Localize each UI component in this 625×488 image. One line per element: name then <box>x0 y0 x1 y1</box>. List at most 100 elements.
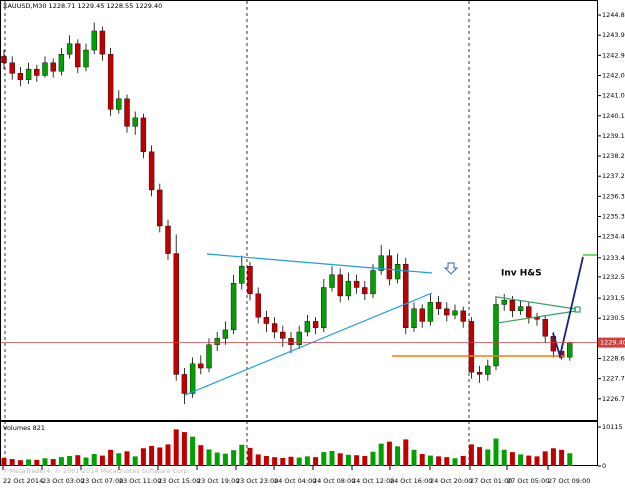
candle-body <box>386 255 393 280</box>
projection-arrow <box>552 256 584 360</box>
day-separators <box>4 1 470 465</box>
candle-body <box>501 300 507 305</box>
x-tick-label: 24 Oct 04:00 <box>274 477 316 485</box>
volume-bar <box>509 452 515 466</box>
x-tick-label: 24 Oct 16:00 <box>390 477 432 485</box>
candle-body <box>189 363 196 394</box>
volume-bar <box>427 455 433 466</box>
candle-body <box>173 253 179 375</box>
volume-bar <box>329 450 335 466</box>
volume-bar <box>460 455 466 466</box>
x-tick-label: 27 Oct 01:00 <box>470 477 512 485</box>
down-arrow-icon <box>443 262 459 275</box>
candle-body <box>165 225 171 254</box>
candle-body <box>403 263 409 328</box>
volume-bar <box>403 439 409 466</box>
candle-body <box>345 280 352 297</box>
candle-body <box>329 274 335 288</box>
volume-bar <box>362 455 368 466</box>
volume-bar <box>534 456 540 466</box>
candle-body <box>148 151 155 191</box>
volume-bar <box>485 449 491 466</box>
triangle-line <box>496 310 577 324</box>
candle-body <box>304 321 311 333</box>
y-tick-label: 1227.70 <box>602 375 625 383</box>
candle-body <box>181 374 188 394</box>
volume-bar <box>214 452 220 466</box>
volume-bar <box>181 432 187 466</box>
watermark: ©MetaTrader4, © 2001-2014 MetaQuotes Sof… <box>3 467 190 475</box>
x-tick-label: 27 Oct 05:00 <box>507 477 549 485</box>
volume-bar <box>526 455 532 466</box>
candle-body <box>50 62 56 72</box>
volume-bar <box>26 459 32 466</box>
y-tick-label: 1244.85 <box>602 11 625 19</box>
y-tick-label: 1230.55 <box>602 314 625 322</box>
y-tick-label: 1235.35 <box>602 212 625 220</box>
candle-body <box>255 293 261 318</box>
volume-bar <box>34 459 40 466</box>
volume-bar <box>370 451 376 466</box>
marks <box>1 22 573 466</box>
x-tick-label: 23 Oct 15:00 <box>158 477 200 485</box>
y-tick-label: 1231.50 <box>602 294 625 302</box>
candle-body <box>124 98 130 127</box>
volume-bar <box>75 455 81 466</box>
volume-bar <box>206 449 212 466</box>
volume-bar <box>321 452 327 466</box>
x-tick-label: 24 Oct 08:00 <box>313 477 355 485</box>
candle-body <box>526 306 532 318</box>
candle-body <box>99 30 106 55</box>
volume-bar <box>550 448 556 466</box>
y-tick-label: 1232.50 <box>602 273 625 281</box>
marker <box>574 306 581 313</box>
volume-bar <box>296 457 302 466</box>
y-tick-label: 1242.95 <box>602 51 625 59</box>
volume-bar <box>542 451 548 466</box>
candle-body <box>17 73 24 80</box>
volume-bar <box>337 453 343 466</box>
candle-body <box>271 323 278 333</box>
volume-bar <box>116 453 122 466</box>
y-tick-label: 1236.30 <box>602 192 625 200</box>
candle-body <box>1 56 7 63</box>
volume-bar <box>9 459 15 466</box>
volume-bar <box>493 438 499 466</box>
volume-bar <box>17 460 23 466</box>
current-price-box <box>598 337 625 348</box>
candle-body <box>34 68 40 76</box>
volume-bar <box>67 455 73 466</box>
candle-body <box>230 283 237 331</box>
x-tick-label: 23 Oct 07:00 <box>81 477 123 485</box>
volume-tick-label: 0 <box>602 462 606 470</box>
volume-bar <box>452 458 458 466</box>
y-tick-label: 1234.40 <box>602 233 625 241</box>
candle-body <box>435 302 442 309</box>
y-tick-label: 1226.75 <box>602 395 625 403</box>
x-tick-label: 24 Oct 12:00 <box>352 477 394 485</box>
volume-bar <box>42 458 48 466</box>
volume-bar <box>124 451 130 466</box>
volume-bar <box>108 449 114 466</box>
volume-bar <box>132 456 138 466</box>
volume-bar <box>165 444 171 466</box>
candle-body <box>353 280 360 288</box>
candle-body <box>567 342 573 358</box>
candle-body <box>9 62 15 74</box>
volume-bar <box>198 445 204 466</box>
candle-body <box>288 338 294 345</box>
candle-body <box>263 316 270 324</box>
candle-body <box>337 274 343 297</box>
candle-body <box>83 49 89 68</box>
candle-body <box>419 308 425 322</box>
volume-bar <box>263 455 269 466</box>
trendline <box>206 253 433 274</box>
y-tick-label: 1237.25 <box>602 172 625 180</box>
volume-bar <box>173 429 179 466</box>
chart-title: XAUUSD,M30 1228.71 1229.45 1228.55 1229.… <box>3 2 162 10</box>
volume-bar <box>280 457 286 466</box>
candle-body <box>25 68 32 80</box>
candle-body <box>91 30 97 51</box>
volume-label: Volumes 821 <box>3 424 45 432</box>
